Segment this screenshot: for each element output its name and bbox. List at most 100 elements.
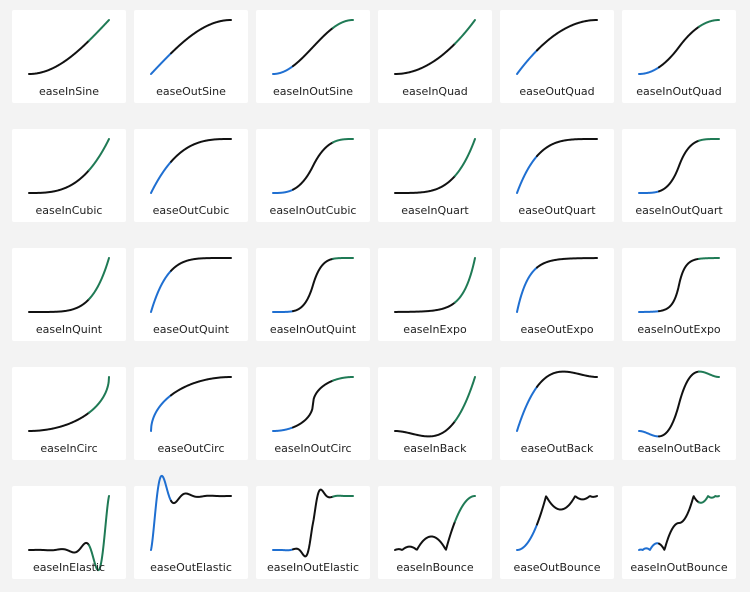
curve [536, 138, 598, 158]
card-label: easeInQuint [36, 323, 103, 336]
easing-card: easeInOutSine [256, 10, 370, 103]
curve [170, 138, 232, 163]
card-label: easeInOutCubic [270, 204, 357, 217]
curve [658, 139, 700, 193]
card [500, 129, 614, 222]
card [500, 486, 614, 579]
curve [332, 494, 354, 498]
card-label: easeOutElastic [150, 561, 232, 574]
easing-card: easeInOutElastic [256, 486, 370, 579]
curve [454, 257, 476, 304]
card [134, 486, 248, 579]
card-label: easeOutCirc [157, 442, 224, 455]
card [134, 367, 248, 460]
curve [658, 370, 700, 438]
curve [170, 19, 232, 55]
card [622, 367, 736, 460]
card-label: easeOutSine [156, 85, 226, 98]
easing-card: easeOutExpo [500, 248, 614, 341]
curve [272, 310, 294, 313]
easing-card: easeInCubic [12, 129, 126, 222]
curve [272, 548, 294, 552]
card [622, 486, 736, 579]
curve [150, 160, 172, 194]
easing-card: easeInSine [12, 10, 126, 103]
curve [638, 430, 660, 438]
card [12, 486, 126, 579]
curve [394, 520, 456, 551]
curve [28, 411, 90, 432]
curve [292, 488, 334, 558]
card [12, 248, 126, 341]
easing-card: easeInExpo [378, 248, 492, 341]
easing-card: easeInQuad [378, 10, 492, 103]
card-label: easeOutQuad [519, 85, 594, 98]
card-label: easeOutQuart [518, 204, 596, 217]
curve [292, 379, 334, 429]
card [12, 367, 126, 460]
card [256, 248, 370, 341]
curve [536, 19, 598, 52]
easing-card: easeInElastic [12, 486, 126, 579]
curve [170, 257, 232, 272]
easing-card: easeInCirc [12, 367, 126, 460]
card [622, 129, 736, 222]
curve [658, 257, 700, 313]
card-label: easeInOutQuad [636, 85, 722, 98]
curve [638, 66, 660, 75]
card-label: easeInOutCirc [274, 442, 351, 455]
curve [28, 298, 90, 313]
curve [292, 26, 334, 68]
curve [516, 155, 538, 194]
curve [698, 495, 720, 504]
card [500, 10, 614, 103]
card-label: easeInOutBounce [630, 561, 727, 574]
card-label: easeOutBounce [514, 561, 601, 574]
easing-card: easeInOutCirc [256, 367, 370, 460]
curve [394, 301, 456, 313]
curve [150, 52, 172, 75]
card-label: easeOutBack [521, 442, 594, 455]
curve [516, 385, 538, 432]
easing-card: easeOutCubic [134, 129, 248, 222]
curve [28, 541, 90, 554]
curve [332, 19, 354, 29]
curve [638, 310, 660, 313]
card-label: easeInExpo [403, 323, 467, 336]
curve [516, 49, 538, 75]
card [378, 129, 492, 222]
curve [88, 138, 110, 172]
card-label: easeInOutBack [638, 442, 722, 455]
card-label: easeInCirc [40, 442, 97, 455]
curve [272, 65, 294, 75]
card [12, 129, 126, 222]
curve [638, 542, 660, 551]
easing-card: easeInBack [378, 367, 492, 460]
card [256, 486, 370, 579]
card-label: easeInOutQuint [270, 323, 357, 336]
curve [698, 19, 720, 28]
easing-card: easeInBounce [378, 486, 492, 579]
curve [658, 495, 700, 551]
curve [88, 19, 110, 42]
curve [170, 376, 232, 397]
card-label: easeOutCubic [153, 204, 230, 217]
card [134, 248, 248, 341]
curve [454, 376, 476, 423]
easing-card: easeOutElastic [134, 474, 248, 579]
curve [516, 266, 538, 313]
card-label: easeInBack [404, 442, 468, 455]
card [134, 10, 248, 103]
curve [292, 141, 334, 191]
curve [454, 19, 476, 45]
easing-card: easeInQuint [12, 248, 126, 341]
card [378, 367, 492, 460]
easing-card: easeInQuart [378, 129, 492, 222]
curve [394, 174, 456, 194]
curve [394, 42, 456, 75]
easing-card: easeInOutQuad [622, 10, 736, 103]
curve [150, 269, 172, 313]
card-label: easeInQuart [401, 204, 469, 217]
